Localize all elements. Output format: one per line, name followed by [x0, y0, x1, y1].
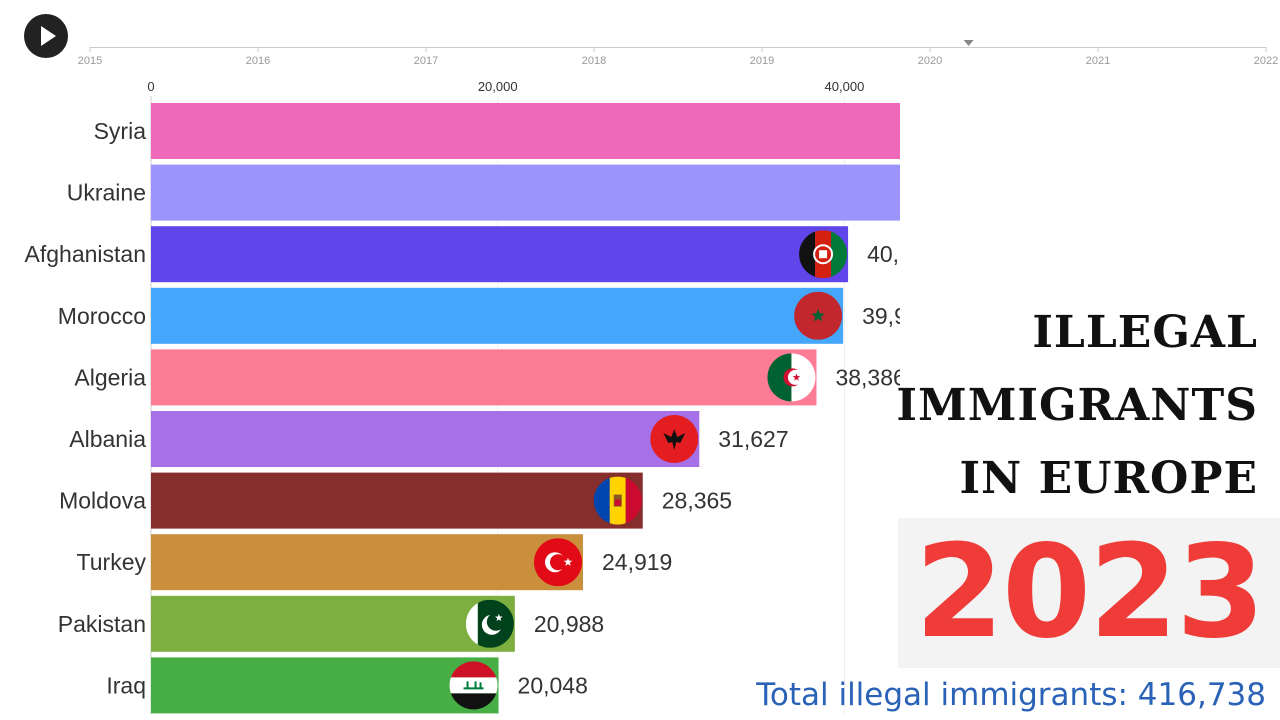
bar-chart: 020,00040,000Syria56,005Ukraine47,157Afg…	[25, 79, 900, 714]
total-label: Total illegal immigrants: 416,738	[756, 677, 1266, 713]
timeline-year-label: 2015	[78, 55, 102, 67]
timeline-marker-icon	[963, 40, 974, 46]
category-label: Albania	[69, 426, 146, 452]
category-label: Algeria	[74, 364, 146, 390]
headline-line-3: IN EUROPE	[959, 453, 1258, 504]
timeline-slider[interactable]: 2015 2016 2017 2018 2019 2020 2021 2022	[0, 0, 1280, 72]
value-label: 40,210	[867, 241, 900, 267]
category-label: Turkey	[77, 549, 147, 575]
timeline-year-label: 2018	[582, 55, 606, 67]
category-label: Pakistan	[58, 611, 146, 637]
category-label: Moldova	[59, 488, 146, 514]
value-label: 28,365	[662, 488, 732, 514]
headline-line-1: ILLEGAL	[1032, 307, 1258, 358]
morocco-flag-icon	[794, 291, 843, 340]
x-tick-label: 0	[147, 79, 154, 94]
bar-ukraine	[151, 164, 900, 221]
afghanistan-flag-icon	[799, 230, 848, 279]
timeline-year-label: 2022	[1254, 55, 1278, 67]
bar-afghanistan	[151, 226, 849, 283]
bar-syria	[151, 103, 900, 159]
category-label: Ukraine	[67, 180, 146, 206]
value-label: 38,386	[835, 364, 900, 390]
bar-moldova	[151, 472, 643, 529]
albania-flag-icon	[650, 415, 699, 463]
bar-morocco	[151, 287, 844, 344]
bar-algeria	[151, 349, 817, 406]
year-label: 2023	[914, 518, 1265, 667]
timeline-year-label: 2019	[750, 55, 774, 67]
value-label: 39,923	[862, 303, 900, 329]
category-label: Syria	[94, 118, 147, 144]
bar-turkey	[151, 534, 583, 591]
year-panel: 2023	[898, 518, 1280, 668]
moldova-flag-icon	[593, 476, 642, 525]
category-label: Iraq	[106, 672, 146, 698]
category-label: Morocco	[58, 303, 146, 329]
headline: ILLEGAL IMMIGRANTS IN EUROPE	[878, 296, 1258, 515]
timeline-year-label: 2021	[1086, 55, 1110, 67]
timeline-year-label: 2020	[918, 55, 942, 67]
turkey-flag-icon	[533, 538, 582, 587]
iraq-flag-icon	[449, 661, 498, 710]
x-tick-label: 20,000	[478, 79, 518, 94]
bar-iraq	[151, 657, 499, 714]
timeline-year-label: 2017	[414, 55, 438, 67]
headline-line-2: IMMIGRANTS	[896, 380, 1258, 431]
value-label: 31,627	[718, 426, 788, 452]
bar-albania	[151, 411, 700, 467]
timeline-year-label: 2016	[246, 55, 270, 67]
value-label: 24,919	[602, 549, 672, 575]
bar-pakistan	[151, 595, 515, 652]
play-button[interactable]	[24, 14, 68, 58]
value-label: 20,988	[534, 611, 604, 637]
value-label: 20,048	[518, 672, 588, 698]
category-label: Afghanistan	[25, 241, 146, 267]
x-tick-label: 40,000	[825, 79, 865, 94]
